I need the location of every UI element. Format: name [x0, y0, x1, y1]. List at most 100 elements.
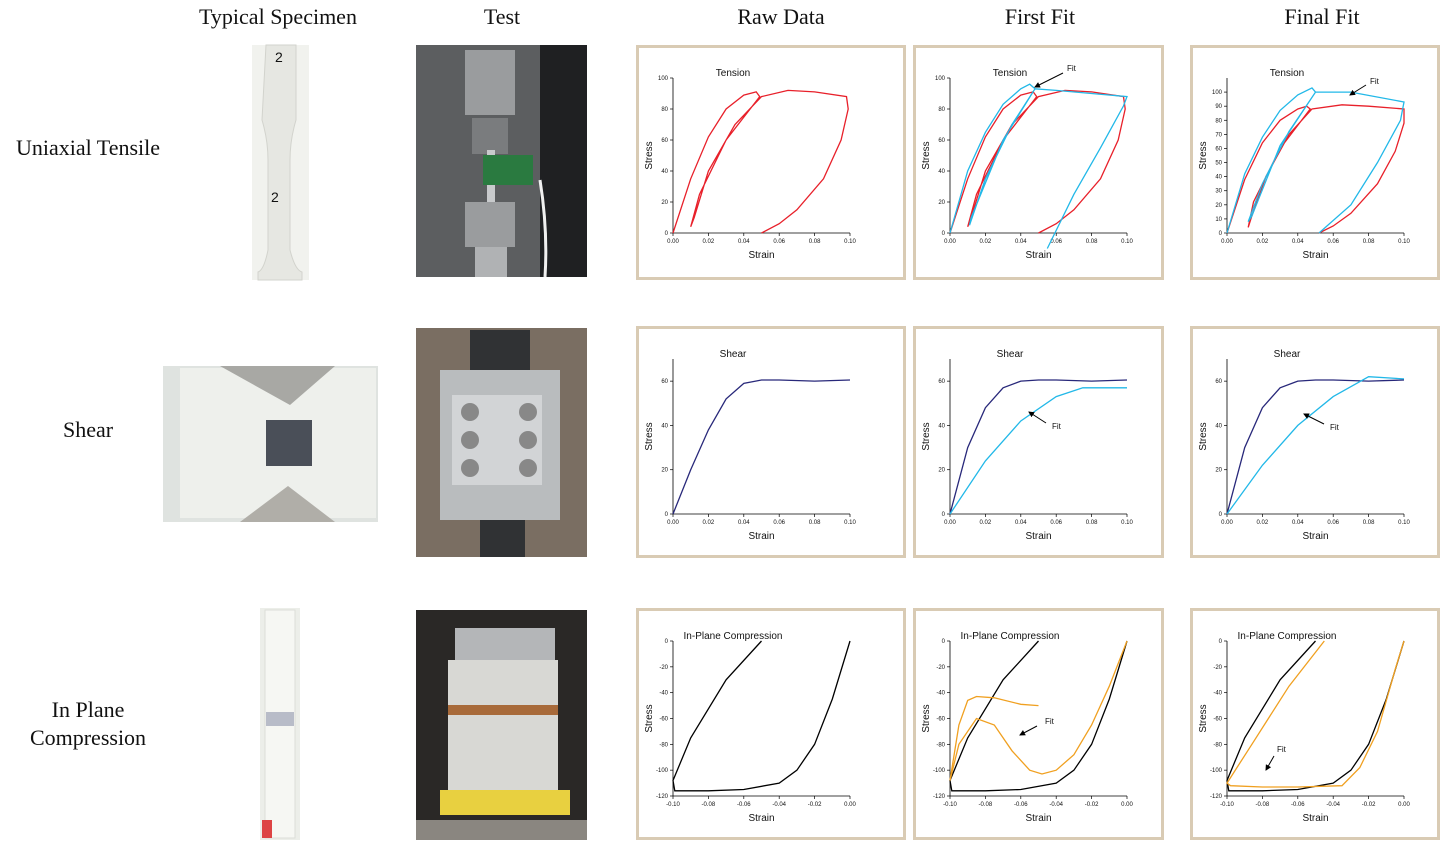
x-tick-label: -0.04 [772, 802, 786, 808]
x-tick-label: 0.08 [1363, 239, 1375, 245]
y-tick-label: 0 [665, 639, 669, 645]
x-tick-label: 0.00 [1398, 802, 1410, 808]
x-tick-label: -0.08 [1256, 802, 1270, 808]
y-tick-label: -40 [659, 691, 668, 697]
curve [1226, 640, 1405, 788]
x-tick-label: 0.00 [667, 239, 679, 245]
x-tick-label: 0.04 [1015, 239, 1027, 245]
annotation-arrow [1019, 725, 1038, 736]
x-tick-label: 0.00 [944, 239, 956, 245]
y-tick-label: 40 [661, 423, 668, 429]
y-axis-label: Stress [1198, 141, 1209, 169]
y-tick-label: -20 [659, 665, 668, 671]
chart-frame [913, 608, 1164, 840]
chart: -0.10 -0.08 -0.06 -0.04 -0.02 0.00 0 -20 -40 -60 -… [1190, 608, 1440, 840]
chart-title: In-Plane Compression [961, 631, 1060, 642]
curve [949, 640, 1128, 792]
annotation: Fit [1067, 64, 1077, 73]
x-axis-label: Strain [1302, 531, 1328, 542]
x-tick-label: 0.06 [1327, 520, 1339, 526]
x-tick-label: 0.00 [1221, 520, 1233, 526]
annotation-arrow [1303, 413, 1325, 425]
curve [949, 89, 1126, 234]
x-tick-label: 0.00 [1121, 802, 1133, 808]
y-tick-label: 60 [1215, 379, 1222, 385]
x-axis-label: Strain [1025, 250, 1051, 261]
curve [1226, 87, 1405, 234]
specimen-photo [163, 366, 378, 522]
y-tick-label: 100 [1212, 90, 1223, 96]
x-tick-label: 0.02 [980, 239, 992, 245]
y-tick-label: -100 [1210, 768, 1223, 774]
column-header: First Fit [1004, 4, 1076, 29]
chart-frame [1190, 326, 1440, 558]
chart: 0.00 0.02 0.04 0.06 0.08 0.10 0 20 40 60 80 100 Tens… [913, 45, 1164, 280]
chart-frame [1190, 45, 1440, 280]
chart: 0.00 0.02 0.04 0.06 0.08 0.10 0 20 40 60 Shear Stra… [636, 326, 906, 558]
column-header: Typical Specimen [199, 4, 357, 29]
y-tick-label: 70 [1215, 132, 1222, 138]
y-tick-label: 20 [661, 200, 668, 206]
x-axis-label: Strain [748, 250, 774, 261]
x-tick-label: 0.02 [1257, 520, 1269, 526]
x-tick-label: -0.10 [666, 802, 680, 808]
y-tick-label: 20 [661, 468, 668, 474]
x-tick-label: 0.08 [809, 520, 821, 526]
chart-frame [1190, 608, 1440, 840]
y-tick-label: -60 [659, 717, 668, 723]
y-tick-label: 0 [1219, 639, 1223, 645]
x-tick-label: 0.04 [1015, 520, 1027, 526]
column-header: Final Fit [1284, 4, 1360, 29]
y-tick-label: 10 [1215, 217, 1222, 223]
annotation-arrow [1265, 755, 1275, 771]
y-tick-label: -20 [1213, 665, 1222, 671]
curve [1226, 379, 1405, 515]
svg-text:2: 2 [275, 49, 283, 65]
curve [949, 695, 1039, 781]
x-tick-label: -0.10 [1220, 802, 1234, 808]
chart: -0.10 -0.08 -0.06 -0.04 -0.02 0.00 0 -20 -40 -60 -… [913, 608, 1164, 840]
y-tick-label: -40 [1213, 691, 1222, 697]
curve [672, 379, 851, 515]
column-header: Raw Data [737, 4, 825, 29]
annotation: Fit [1052, 422, 1062, 431]
y-tick-label: 60 [661, 138, 668, 144]
y-tick-label: 60 [938, 138, 945, 144]
y-axis-label: Stress [644, 422, 655, 450]
chart-title: Tension [1270, 68, 1304, 79]
y-tick-label: 90 [1215, 104, 1222, 110]
y-tick-label: 40 [938, 423, 945, 429]
x-tick-label: -0.10 [943, 802, 957, 808]
y-tick-label: 20 [1215, 468, 1222, 474]
y-axis-label: Stress [921, 141, 932, 169]
y-tick-label: 50 [1215, 161, 1222, 167]
y-axis-label: Stress [921, 422, 932, 450]
y-tick-label: 0 [665, 512, 669, 518]
x-tick-label: -0.08 [979, 802, 993, 808]
x-tick-label: 0.02 [703, 520, 715, 526]
x-tick-label: -0.04 [1326, 802, 1340, 808]
x-tick-label: 0.08 [1086, 520, 1098, 526]
x-tick-label: 0.04 [738, 520, 750, 526]
x-tick-label: -0.06 [1014, 802, 1028, 808]
x-axis-label: Strain [748, 531, 774, 542]
x-tick-label: 0.06 [1050, 239, 1062, 245]
row-label: In Plane Compression [29, 697, 147, 750]
x-tick-label: -0.02 [808, 802, 822, 808]
y-tick-label: 60 [938, 379, 945, 385]
row-label: Uniaxial Tensile [15, 135, 161, 160]
y-tick-label: -40 [936, 691, 945, 697]
y-tick-label: -100 [656, 768, 669, 774]
y-axis-label: Stress [644, 141, 655, 169]
chart-title: Shear [1274, 349, 1301, 360]
x-tick-label: 0.02 [1257, 239, 1269, 245]
annotation: Fit [1045, 717, 1055, 726]
y-tick-label: 80 [661, 107, 668, 113]
x-tick-label: 0.04 [1292, 520, 1304, 526]
y-tick-label: 100 [658, 76, 669, 82]
curve [1226, 376, 1405, 515]
curve [949, 379, 1128, 515]
x-axis-label: Strain [1302, 813, 1328, 824]
row-label: Shear [62, 417, 114, 442]
